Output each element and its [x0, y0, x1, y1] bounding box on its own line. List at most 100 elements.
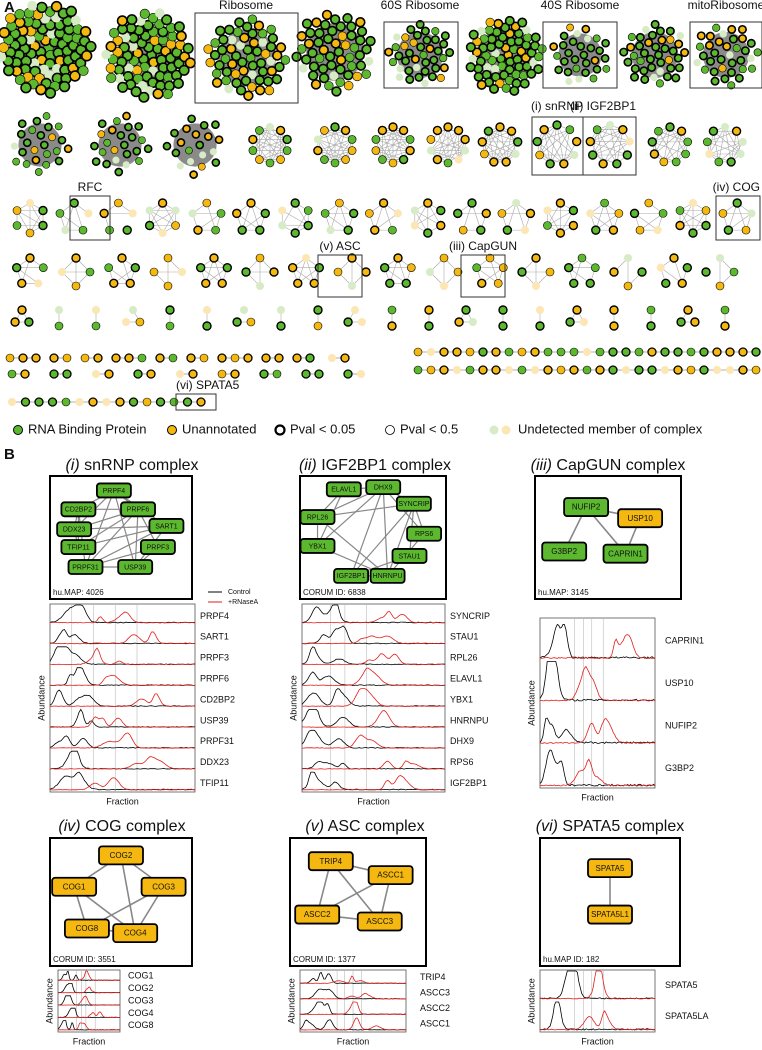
- node-label: STAU1: [398, 553, 420, 560]
- protein-node: [723, 225, 734, 235]
- protein-node: [640, 74, 650, 84]
- protein-node: [221, 75, 231, 86]
- protein-node: [36, 131, 46, 140]
- protein-node: [545, 267, 555, 277]
- network-edge: [134, 509, 139, 568]
- protein-node: [347, 135, 357, 144]
- protein-node: [30, 146, 39, 154]
- protein-node: [619, 47, 629, 57]
- protein-node: [27, 0, 38, 11]
- protein-node: [335, 198, 344, 208]
- protein-node: [46, 28, 57, 39]
- protein-node: [58, 268, 66, 276]
- protein-node: [416, 42, 426, 52]
- edge: [543, 129, 565, 164]
- protein-node: [674, 63, 684, 73]
- protein-node: [290, 228, 300, 238]
- network-box: [534, 475, 682, 600]
- protein-node: [545, 159, 555, 169]
- protein-node: [112, 923, 159, 944]
- protein-node: [650, 73, 658, 82]
- protein-node: [12, 157, 21, 166]
- protein-node: [371, 135, 381, 144]
- protein-node: [412, 63, 421, 72]
- network-edge: [350, 486, 384, 577]
- protein-node: [747, 64, 757, 73]
- rnase-trace: [49, 732, 196, 749]
- edge: [259, 150, 288, 160]
- protein-node: [726, 51, 734, 59]
- protein-node: [675, 220, 685, 231]
- protein-node: [345, 52, 355, 63]
- rnase-trace: [57, 995, 120, 1006]
- edge: [488, 131, 507, 163]
- protein-node: [537, 44, 547, 54]
- node-label: YBX1: [309, 543, 327, 550]
- protein-node: [246, 317, 256, 327]
- protein-node: [579, 50, 589, 60]
- protein-node: [661, 278, 671, 289]
- protein-node: [209, 253, 219, 263]
- protein-node: [665, 26, 675, 36]
- protein-node: [34, 168, 43, 176]
- protein-node: [666, 35, 675, 44]
- protein-node: [556, 347, 566, 357]
- protein-node: [595, 46, 605, 56]
- legend-label: Pval < 0.05: [290, 421, 355, 436]
- protein-node: [140, 876, 187, 897]
- protein-node: [348, 282, 356, 290]
- edge: [374, 213, 399, 231]
- protein-node: [647, 62, 657, 72]
- protein-node: [531, 253, 541, 263]
- protein-node: [271, 74, 283, 85]
- protein-node: [453, 125, 464, 136]
- trace-label: RPS6: [450, 757, 474, 767]
- protein-node: [738, 347, 748, 357]
- protein-node: [563, 497, 609, 517]
- complex-name: COG complex: [85, 818, 185, 835]
- protein-node: [49, 353, 59, 363]
- protein-node: [356, 26, 368, 37]
- edge: [663, 131, 682, 163]
- protein-node: [133, 369, 143, 379]
- protein-node: [92, 306, 100, 314]
- protein-node: [701, 267, 711, 277]
- protein-node: [623, 57, 633, 67]
- protein-node: [598, 159, 608, 169]
- protein-node: [452, 347, 462, 357]
- protein-node: [702, 137, 712, 147]
- protein-node: [88, 397, 98, 407]
- protein-node: [727, 58, 737, 68]
- protein-node: [737, 24, 747, 34]
- protein-node: [695, 42, 704, 51]
- protein-node: [585, 136, 596, 147]
- rnase-trace: [301, 688, 446, 707]
- edge: [602, 141, 630, 165]
- protein-node: [624, 254, 632, 262]
- protein-node: [135, 157, 143, 165]
- protein-node: [655, 79, 664, 88]
- protein-node: [740, 46, 750, 56]
- protein-node: [199, 353, 209, 363]
- edge: [317, 139, 346, 160]
- protein-node: [405, 145, 415, 156]
- legend-swatch: [385, 425, 395, 435]
- protein-node: [650, 19, 660, 29]
- protein-node: [676, 32, 685, 40]
- protein-node: [439, 347, 449, 357]
- protein-node: [727, 81, 736, 90]
- protein-node: [165, 305, 175, 315]
- protein-node: [559, 159, 569, 169]
- protein-node: [129, 306, 137, 314]
- protein-node: [720, 74, 730, 84]
- protein-node: [39, 140, 49, 150]
- trace-label: TFIP11: [200, 778, 229, 788]
- trace-label: COG2: [128, 983, 154, 993]
- protein-node: [202, 198, 212, 208]
- protein-node: [553, 52, 561, 60]
- protein-node: [302, 254, 310, 262]
- protein-node: [713, 366, 721, 374]
- protein-node: [5, 353, 15, 363]
- protein-node: [536, 306, 544, 314]
- protein-node: [554, 65, 564, 75]
